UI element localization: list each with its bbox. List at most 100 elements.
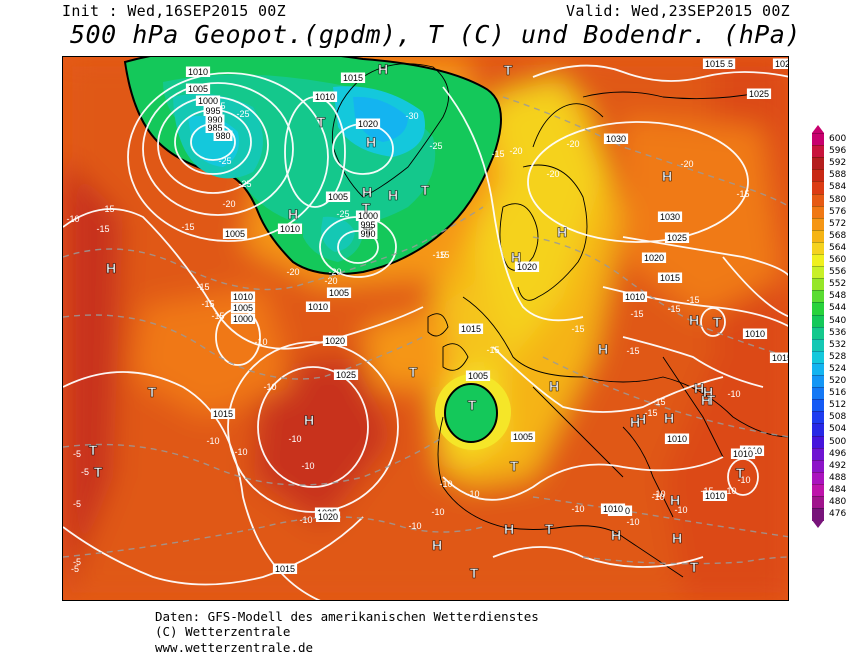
pressure-label: 1005 xyxy=(465,370,491,381)
low-pressure-marker: T xyxy=(735,465,745,482)
legend-swatch xyxy=(812,193,824,207)
legend-swatch xyxy=(812,459,824,473)
high-pressure-marker-text: H xyxy=(703,384,713,400)
legend-label: 480 xyxy=(829,497,847,507)
temperature-label-text: -10 xyxy=(466,489,479,499)
high-pressure-marker: H xyxy=(611,527,622,544)
temperature-label-text: -15 xyxy=(201,299,214,309)
pressure-label-text: 1005 xyxy=(188,84,208,94)
low-pressure-marker: T xyxy=(93,464,103,481)
legend-label: 556 xyxy=(829,267,847,278)
coastlines xyxy=(331,63,788,578)
temperature-label: -10 xyxy=(66,214,79,224)
pressure-label: 1010 xyxy=(305,301,331,312)
pressure-label-text: 1000 xyxy=(233,314,253,324)
legend-label: 528 xyxy=(829,351,847,362)
temperature-label: -15 xyxy=(436,250,449,260)
pressure-label: 1025 xyxy=(333,369,359,380)
pressure-label: 1010 xyxy=(600,503,626,514)
legend-swatch xyxy=(812,508,824,521)
footer-source: Daten: GFS-Modell des amerikanischen Wet… xyxy=(155,609,539,624)
pressure-label: 1020 xyxy=(772,58,788,69)
legend-label: 576 xyxy=(829,206,847,217)
pressure-label: 1015 xyxy=(702,58,728,69)
temperature-label: -15 xyxy=(626,346,639,356)
pressure-label: 1010 xyxy=(312,91,338,102)
pressure-label-text: 1000 xyxy=(358,211,378,221)
temperature-label: -15 xyxy=(196,282,209,292)
high-pressure-marker-text: H xyxy=(504,521,514,537)
pressure-label: 1010 xyxy=(230,291,256,302)
pressure-label: 1025 xyxy=(664,232,690,243)
high-pressure-marker-text: H xyxy=(598,341,608,357)
legend-swatch xyxy=(812,290,824,303)
pressure-label-text: 995 xyxy=(360,220,375,230)
legend-label: 596 xyxy=(829,146,847,157)
temperature-label-text: -10 xyxy=(299,515,312,525)
low-pressure-marker-text: T xyxy=(94,464,103,480)
temperature-label: -15 xyxy=(736,189,749,199)
low-pressure-marker-text: T xyxy=(317,114,326,130)
legend-label: 516 xyxy=(829,388,847,399)
legend-label: 520 xyxy=(829,376,847,386)
pressure-label: 980 xyxy=(213,130,233,141)
temperature-label: -20 xyxy=(509,146,522,156)
pressure-label-text: 1015 xyxy=(343,73,363,83)
temperature-label: -10 xyxy=(737,475,750,485)
legend-label: 572 xyxy=(829,218,847,229)
low-pressure-marker: T xyxy=(316,114,326,131)
footer-url[interactable]: www.wetterzentrale.de xyxy=(155,640,314,655)
high-pressure-marker: H xyxy=(662,168,673,185)
temperature-label-text: -10 xyxy=(301,461,314,471)
temperature-label-text: -5 xyxy=(73,449,81,459)
legend-label: 592 xyxy=(829,158,847,169)
valid-time: Valid: Wed,23SEP2015 00Z xyxy=(566,2,790,20)
temperature-label: -15 xyxy=(201,299,214,309)
pressure-label: 1010 xyxy=(742,328,768,339)
temperature-label-text: -10 xyxy=(234,447,247,457)
temperature-label-text: -10 xyxy=(408,521,421,531)
pressure-label: 1020 xyxy=(315,511,341,522)
temperature-label: -25 xyxy=(236,109,249,119)
temperature-label-text: -15 xyxy=(630,309,643,319)
legend-label: 524 xyxy=(829,363,847,374)
low-pressure-marker-text: T xyxy=(148,384,157,400)
legend-label: 488 xyxy=(829,472,847,483)
legend-label: 536 xyxy=(829,327,847,338)
legend-swatch xyxy=(812,145,824,158)
pressure-label-text: 990 xyxy=(360,229,375,239)
pressure-label: 1005 xyxy=(230,302,256,313)
temperature-label-text: -15 xyxy=(96,224,109,234)
temperature-label: -15 xyxy=(630,309,643,319)
temperature-label-text: -15 xyxy=(571,324,584,334)
low-pressure-marker-text: T xyxy=(470,565,479,581)
legend-bottom-arrow xyxy=(812,520,824,529)
pressure-label-text: 1000 xyxy=(198,96,218,106)
temperature-label-text: -30 xyxy=(405,111,418,121)
temperature-label-text: -15 xyxy=(644,408,657,418)
temperature-label: -10 xyxy=(206,436,219,446)
legend-label: 540 xyxy=(829,315,847,326)
temperature-label: -5 xyxy=(71,564,79,574)
temperature-label: -10 xyxy=(299,515,312,525)
pressure-label: 1015 xyxy=(458,323,484,334)
legend-swatch xyxy=(812,338,824,352)
legend-swatch xyxy=(812,423,824,436)
pressure-label-text: 1005 xyxy=(329,288,349,298)
legend-label: 548 xyxy=(829,291,847,302)
low-pressure-marker-text: T xyxy=(409,364,418,380)
temperature-label-text: -15 xyxy=(432,250,445,260)
pressure-label-text: 1030 xyxy=(660,212,680,222)
pressure-label-text: 980 xyxy=(215,131,230,141)
high-pressure-marker: H xyxy=(672,530,683,547)
high-pressure-marker-text: H xyxy=(664,410,674,426)
legend-label: 504 xyxy=(829,424,847,435)
temperature-label-text: -25 xyxy=(336,209,349,219)
legend-swatch xyxy=(812,169,824,182)
temperature-label: -10 xyxy=(288,434,301,444)
pressure-label: 995 xyxy=(358,219,378,230)
temperature-label: -5 xyxy=(73,557,81,567)
pressure-label-text: 1005 xyxy=(513,432,533,442)
temperature-label: -25 xyxy=(429,141,442,151)
pressure-label-text: 1005 xyxy=(225,229,245,239)
